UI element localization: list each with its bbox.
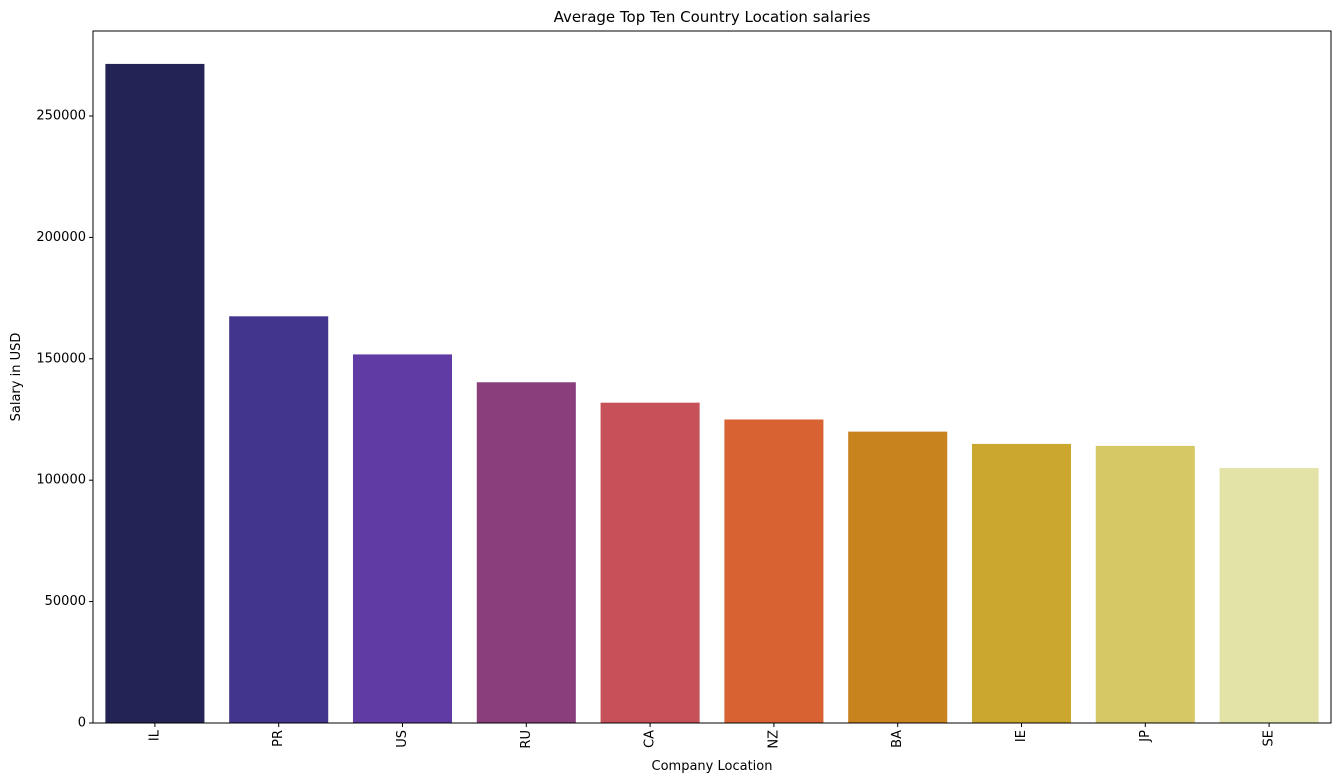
y-tick-label: 0 (78, 716, 86, 731)
x-tick-label: CA (643, 730, 658, 748)
x-tick-label: IL (147, 729, 162, 741)
x-tick-label: NZ (766, 730, 781, 749)
y-tick-label: 50000 (45, 594, 86, 609)
bars-layer (105, 63, 1319, 724)
y-axis: 0 50000 100000 150000 200000 250000 (36, 108, 93, 731)
x-tick-label: SE (1262, 730, 1277, 746)
bar-ba (848, 431, 948, 723)
bar-ru (476, 382, 576, 723)
x-tick-label: JP (1138, 730, 1153, 743)
x-tick-label: RU (519, 730, 534, 749)
x-tick-label: US (395, 730, 410, 748)
bar-us (352, 354, 453, 723)
bar-il (105, 63, 205, 724)
x-tick-label: IE (1014, 730, 1029, 742)
y-axis-label: Salary in USD (9, 333, 24, 422)
y-tick-label: 100000 (36, 473, 86, 488)
bar-ie (971, 443, 1072, 723)
bar-ca (600, 402, 700, 723)
x-tick-label: BA (890, 730, 905, 748)
y-tick-label: 250000 (36, 108, 86, 123)
x-tick-label: PR (271, 730, 286, 747)
x-axis-label: Company Location (652, 759, 773, 774)
plot-frame (92, 30, 1332, 724)
bar-jp (1095, 445, 1195, 723)
bar-nz (724, 419, 824, 723)
x-axis: IL PR US RU CA NZ BA IE JP SE (147, 723, 1277, 749)
bar-pr (229, 316, 329, 723)
y-tick-label: 150000 (36, 351, 86, 366)
bar-se (1219, 468, 1319, 723)
chart-title: Average Top Ten Country Location salarie… (554, 8, 871, 26)
y-tick-label: 200000 (36, 230, 86, 245)
